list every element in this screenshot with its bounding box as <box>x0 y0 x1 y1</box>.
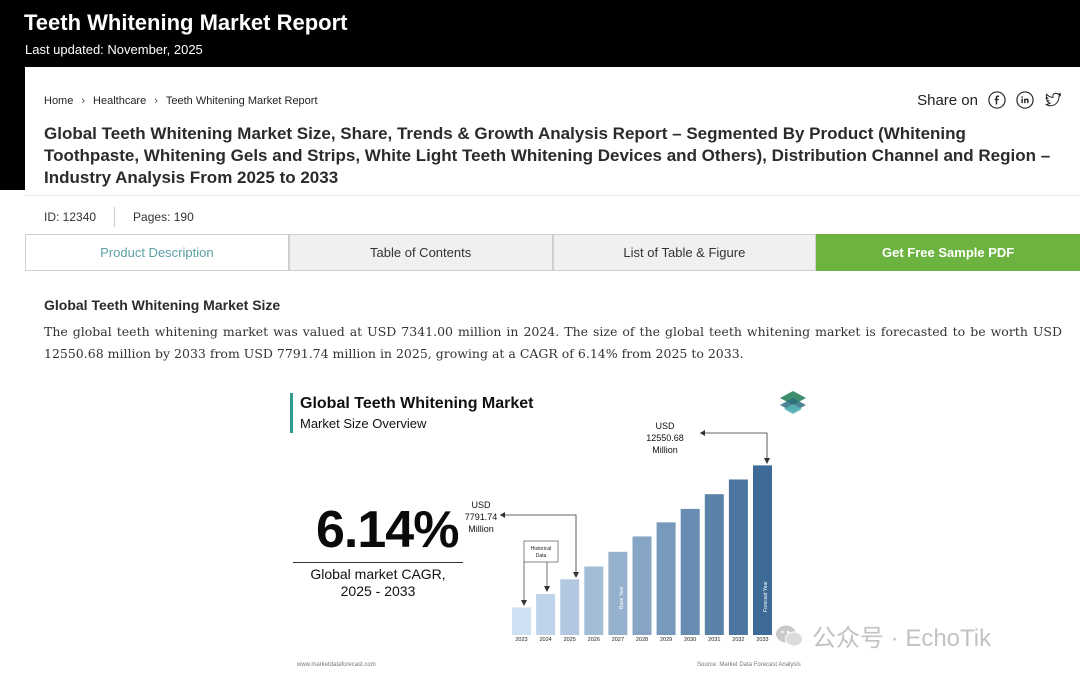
chevron-right-icon: › <box>154 95 158 107</box>
breadcrumb-healthcare[interactable]: Healthcare <box>93 95 147 107</box>
report-meta: ID: 12340 Pages: 190 <box>44 207 194 227</box>
watermark-text: 公众号 · EchoTik <box>812 625 992 652</box>
report-page-title: Teeth Whitening Market Report <box>24 10 348 35</box>
get-free-sample-button[interactable]: Get Free Sample PDF <box>816 234 1080 271</box>
breadcrumb-current: Teeth Whitening Market Report <box>165 95 318 107</box>
wechat-icon <box>776 625 803 646</box>
share-bar: Share on <box>917 91 1062 109</box>
report-card: Home › Healthcare › Teeth Whitening Mark… <box>25 67 1080 679</box>
facebook-icon[interactable] <box>988 91 1006 109</box>
meta-divider <box>114 207 116 227</box>
breadcrumb-home[interactable]: Home <box>44 95 74 107</box>
breadcrumb: Home › Healthcare › Teeth Whitening Mark… <box>44 95 318 107</box>
market-summary-paragraph: The global teeth whitening market was va… <box>44 324 1062 361</box>
report-heading: Global Teeth Whitening Market Size, Shar… <box>44 124 1051 187</box>
watermark: 公众号 · EchoTik <box>774 618 991 653</box>
tab-list-of-tables-figures[interactable]: List of Table & Figure <box>552 234 817 271</box>
tab-table-of-contents[interactable]: Table of Contents <box>288 234 553 271</box>
report-tabs: Product Description Table of Contents Li… <box>25 234 1080 271</box>
twitter-icon[interactable] <box>1044 91 1062 109</box>
divider <box>25 195 1080 196</box>
last-updated: Last updated: November, 2025 <box>25 42 203 57</box>
chevron-right-icon: › <box>81 95 86 107</box>
report-id: ID: 12340 <box>44 210 97 224</box>
report-pages: Pages: 190 <box>133 210 194 224</box>
section-title: Global Teeth Whitening Market Size <box>44 297 281 313</box>
tab-product-description[interactable]: Product Description <box>25 234 289 271</box>
share-label: Share on <box>917 91 978 109</box>
linkedin-icon[interactable] <box>1016 91 1034 109</box>
